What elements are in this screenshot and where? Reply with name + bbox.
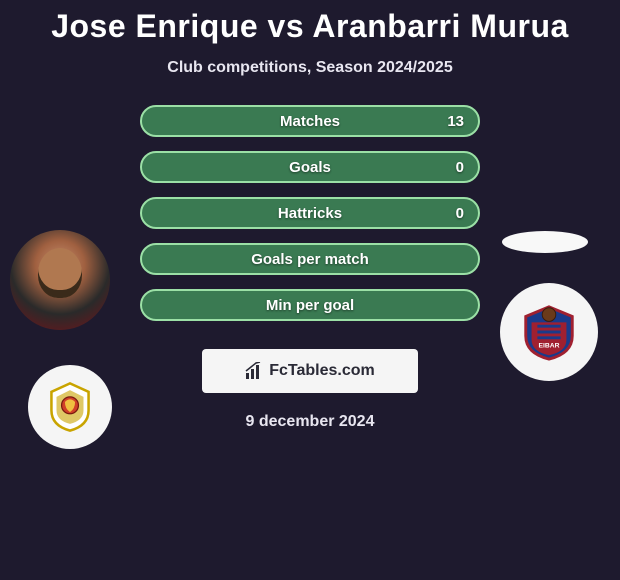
- stat-label: Goals per match: [251, 251, 369, 268]
- player1-club-crest: [28, 365, 112, 449]
- stat-row-min-per-goal: Min per goal: [140, 289, 480, 321]
- stat-label: Min per goal: [266, 297, 354, 314]
- date-text: 9 december 2024: [246, 413, 375, 431]
- page-subtitle: Club competitions, Season 2024/2025: [167, 59, 452, 77]
- infographic-container: Jose Enrique vs Aranbarri Murua Club com…: [0, 0, 620, 431]
- stat-label: Hattricks: [278, 205, 342, 222]
- stat-row-matches: Matches 13: [140, 105, 480, 137]
- stat-label: Matches: [280, 113, 340, 130]
- club-crest-icon: EIBAR: [518, 301, 580, 363]
- stat-value: 0: [456, 159, 464, 176]
- svg-text:EIBAR: EIBAR: [538, 343, 559, 350]
- stat-row-hattricks: Hattricks 0: [140, 197, 480, 229]
- chart-icon: [245, 362, 263, 380]
- stats-area: EIBAR Matches 13 Goals 0 Hattricks 0 Goa…: [0, 105, 620, 431]
- stat-value: 13: [447, 113, 464, 130]
- player2-avatar: [502, 231, 588, 253]
- club-crest-icon: [43, 380, 97, 434]
- stat-row-goals: Goals 0: [140, 151, 480, 183]
- stat-label: Goals: [289, 159, 331, 176]
- page-title: Jose Enrique vs Aranbarri Murua: [51, 8, 569, 45]
- stat-value: 0: [456, 205, 464, 222]
- branding-text: FcTables.com: [269, 362, 375, 380]
- stat-row-goals-per-match: Goals per match: [140, 243, 480, 275]
- player1-avatar: [10, 230, 110, 330]
- branding-badge: FcTables.com: [202, 349, 418, 393]
- player2-club-crest: EIBAR: [500, 283, 598, 381]
